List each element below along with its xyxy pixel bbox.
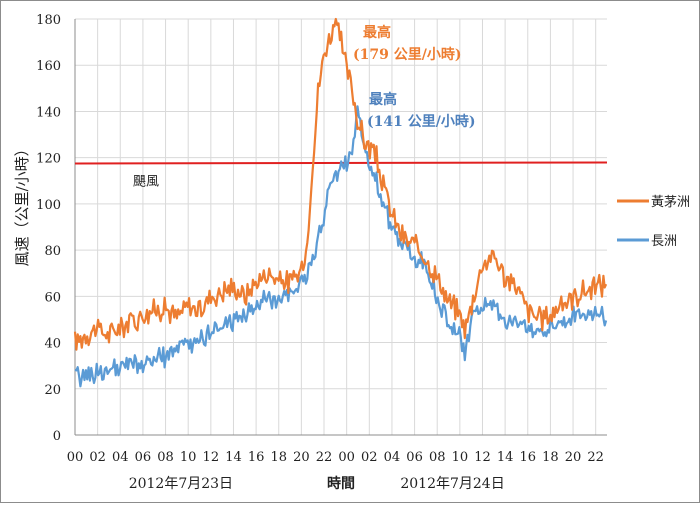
y-axis-title: 風速（公里/小時） xyxy=(13,141,31,266)
gridlines xyxy=(74,18,607,436)
series-lines xyxy=(73,17,608,388)
x-tick-label: 04 xyxy=(112,450,129,465)
y-tick-label: 140 xyxy=(36,105,61,120)
x-tick-label: 00 xyxy=(338,450,355,465)
x-tick-label: 16 xyxy=(519,450,536,465)
y-tick-label: 120 xyxy=(36,152,61,167)
x-tick-label: 00 xyxy=(67,450,84,465)
x-tick-label: 14 xyxy=(497,450,514,465)
date-label: 2012年7月23日 xyxy=(129,476,233,492)
x-tick-label: 02 xyxy=(361,450,378,465)
x-tick-label: 12 xyxy=(474,450,491,465)
y-tick-label: 20 xyxy=(44,383,61,398)
x-tick-label: 06 xyxy=(135,450,152,465)
legend-label: 黃茅洲 xyxy=(651,195,690,210)
y-tick-label: 0 xyxy=(53,429,61,444)
y-tick-label: 80 xyxy=(44,244,61,259)
x-tick-label: 20 xyxy=(293,450,310,465)
x-tick-label: 10 xyxy=(452,450,469,465)
series-line-wong-mau-chau xyxy=(73,17,608,351)
x-tick-label: 06 xyxy=(406,450,423,465)
x-tick-label: 14 xyxy=(225,450,242,465)
x-tick-label: 22 xyxy=(587,450,604,465)
x-tick-label: 18 xyxy=(270,450,287,465)
y-tick-label: 160 xyxy=(36,59,61,74)
x-tick-label: 18 xyxy=(542,450,559,465)
y-tick-label: 180 xyxy=(36,13,61,28)
date-label: 2012年7月24日 xyxy=(400,476,504,492)
peak-annotation-value: (179 公里/小時) xyxy=(353,46,461,63)
x-tick-label: 10 xyxy=(180,450,197,465)
hurricane-threshold-label: 颶風 xyxy=(133,174,159,189)
y-tick-label: 60 xyxy=(44,290,61,305)
peak-annotation-title: 最高 xyxy=(369,91,397,108)
y-tick-label: 40 xyxy=(44,337,61,352)
x-tick-label: 20 xyxy=(565,450,582,465)
x-tick-label: 22 xyxy=(316,450,333,465)
x-tick-label: 08 xyxy=(429,450,446,465)
peak-annotation-title: 最高 xyxy=(363,24,391,41)
legend-label: 長洲 xyxy=(651,234,677,249)
axes xyxy=(74,19,607,436)
x-tick-label: 12 xyxy=(203,450,220,465)
x-tick-label: 04 xyxy=(384,450,401,465)
x-tick-label: 16 xyxy=(248,450,265,465)
x-tick-label: 02 xyxy=(89,450,106,465)
y-tick-label: 100 xyxy=(36,198,61,213)
x-tick-label: 08 xyxy=(157,450,174,465)
series-line-cheung-chau xyxy=(74,105,608,388)
peak-annotation-value: (141 公里/小時) xyxy=(367,113,475,130)
x-axis-title: 時間 xyxy=(327,475,355,492)
